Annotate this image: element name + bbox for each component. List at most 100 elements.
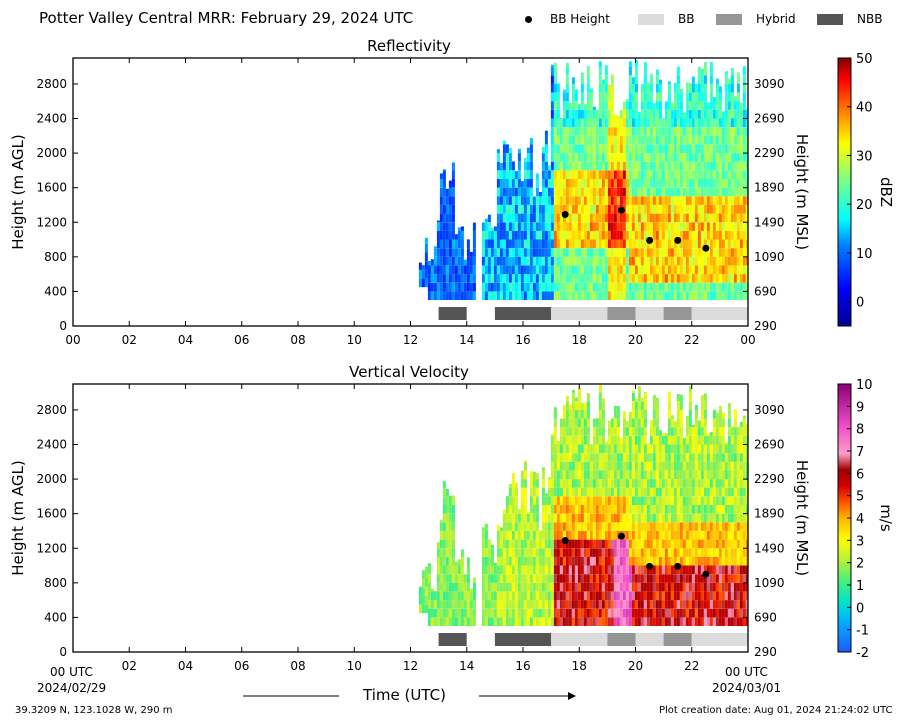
heatmap-cell: [589, 222, 593, 231]
heatmap-cell: [577, 392, 581, 402]
heatmap-cell: [625, 565, 629, 575]
heatmap-cell: [424, 269, 428, 279]
heatmap-cell: [553, 205, 557, 214]
heatmap-cell: [727, 239, 731, 249]
heatmap-cell: [742, 222, 746, 231]
heatmap-cell: [508, 205, 512, 214]
heatmap-cell: [688, 386, 692, 393]
heatmap-cell: [601, 548, 605, 557]
heatmap-cell: [730, 144, 734, 154]
heatmap-cell: [586, 92, 590, 102]
heatmap-cell: [712, 161, 716, 171]
heatmap-cell: [511, 239, 515, 249]
heatmap-cell: [445, 574, 449, 583]
heatmap-cell: [670, 479, 674, 488]
heatmap-cell: [598, 435, 602, 445]
heatmap-cell: [550, 487, 554, 497]
heatmap-cell: [721, 153, 725, 162]
heatmap-cell: [634, 66, 638, 76]
heatmap-cell: [586, 75, 590, 84]
heatmap-cell: [742, 274, 746, 283]
heatmap-cell: [625, 109, 629, 119]
heatmap-cell: [637, 444, 641, 454]
heatmap-cell: [460, 549, 464, 557]
heatmap-cell: [571, 196, 575, 205]
heatmap-cell: [673, 179, 677, 188]
heatmap-cell: [580, 127, 584, 136]
heatmap-cell: [538, 531, 542, 540]
heatmap-cell: [646, 153, 650, 162]
heatmap-cell: [529, 600, 533, 609]
heatmap-cell: [745, 179, 748, 188]
heatmap-cell: [565, 213, 569, 223]
heatmap-cell: [691, 248, 695, 257]
colorbar-tick-label: 3: [856, 534, 864, 549]
heatmap-cell: [700, 291, 704, 300]
heatmap-cell: [589, 461, 593, 471]
heatmap-cell: [739, 265, 743, 275]
heatmap-cell: [577, 144, 581, 154]
heatmap-cell: [571, 574, 575, 583]
heatmap-cell: [715, 170, 719, 179]
heatmap-cell: [553, 291, 557, 300]
heatmap-cell: [517, 230, 521, 240]
heatmap-cell: [436, 608, 440, 618]
heatmap-cell: [643, 92, 647, 102]
heatmap-cell: [535, 505, 539, 514]
heatmap-cell: [586, 66, 590, 76]
heatmap-cell: [436, 548, 440, 557]
heatmap-cell: [607, 420, 611, 428]
heatmap-cell: [712, 461, 716, 471]
heatmap-cell: [667, 444, 671, 454]
heatmap-cell: [691, 427, 695, 436]
heatmap-cell: [640, 418, 644, 428]
heatmap-cell: [565, 548, 569, 557]
heatmap-cell: [568, 453, 572, 462]
heatmap-cell: [691, 435, 695, 445]
heatmap-cell: [622, 274, 626, 283]
heatmap-cell: [592, 109, 596, 119]
heatmap-cell: [736, 282, 740, 292]
heatmap-cell: [658, 574, 662, 583]
heatmap-cell: [568, 600, 572, 609]
heatmap-cell: [619, 187, 623, 197]
heatmap-cell: [448, 291, 452, 300]
heatmap-cell: [715, 153, 719, 162]
legend-label: BB Height: [550, 12, 610, 26]
heatmap-cell: [688, 213, 692, 223]
heatmap-cell: [559, 444, 563, 454]
heatmap-cell: [592, 265, 596, 275]
heatmap-cell: [739, 170, 743, 179]
heatmap-cell: [610, 101, 614, 110]
heatmap-cell: [688, 83, 692, 93]
heatmap-cell: [553, 179, 557, 188]
heatmap-cell: [703, 418, 707, 428]
heatmap-cell: [721, 196, 725, 205]
heatmap-cell: [691, 582, 695, 592]
heatmap-cell: [634, 75, 638, 84]
heatmap-cell: [742, 574, 746, 583]
heatmap-cell: [697, 420, 701, 428]
heatmap-cell: [562, 505, 566, 514]
heatmap-cell: [604, 556, 608, 566]
heatmap-cell: [580, 574, 584, 583]
heatmap-cell: [541, 556, 545, 566]
heatmap-cell: [565, 230, 569, 240]
heatmap-cell: [664, 179, 668, 188]
heatmap-cell: [742, 600, 746, 609]
heatmap-cell: [532, 496, 536, 505]
heatmap-cell: [607, 565, 611, 575]
heatmap-cell: [436, 574, 440, 583]
heatmap-cell: [550, 179, 554, 188]
heatmap-cell: [580, 487, 584, 497]
heatmap-cell: [586, 539, 590, 549]
heatmap-cell: [625, 539, 629, 549]
heatmap-cell: [520, 213, 524, 223]
heatmap-cell: [691, 531, 695, 540]
heatmap-cell: [634, 539, 638, 549]
heatmap-cell: [691, 424, 695, 428]
heatmap-cell: [457, 230, 461, 240]
heatmap-cell: [673, 513, 677, 523]
heatmap-cell: [511, 591, 515, 601]
heatmap-cell: [484, 222, 488, 231]
